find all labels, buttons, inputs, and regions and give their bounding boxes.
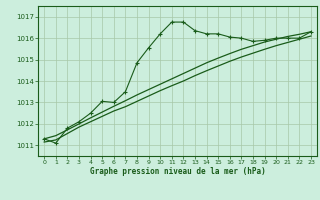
X-axis label: Graphe pression niveau de la mer (hPa): Graphe pression niveau de la mer (hPa) (90, 167, 266, 176)
